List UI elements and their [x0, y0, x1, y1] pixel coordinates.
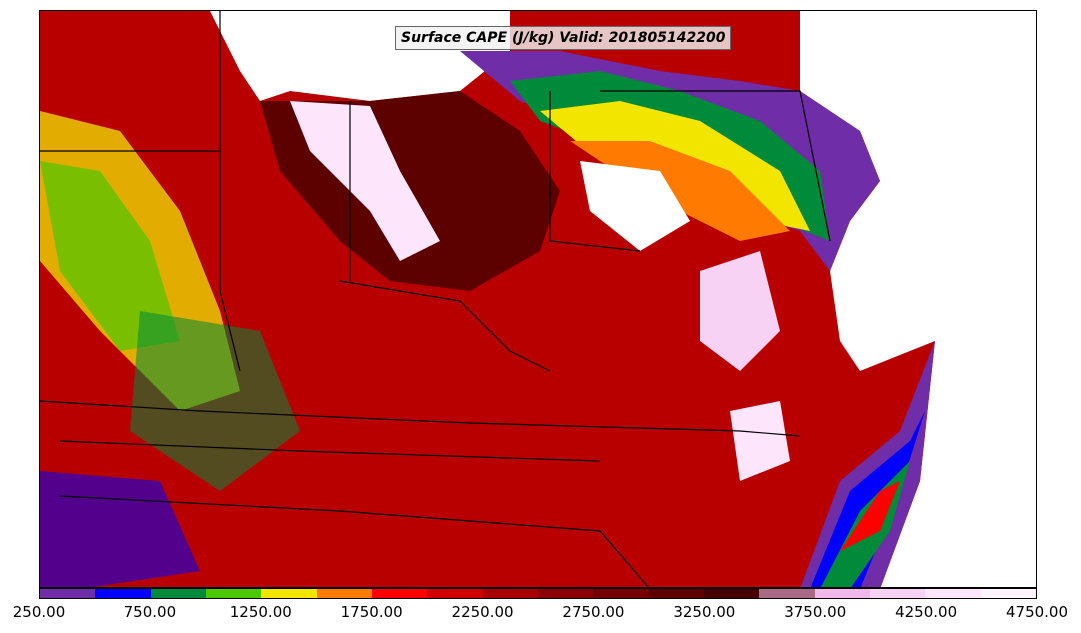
- colorbar-segment: [759, 589, 815, 598]
- colorbar-segment: [316, 589, 372, 598]
- colorbar-segment: [814, 589, 870, 598]
- colorbar-segment: [40, 589, 96, 598]
- colorbar-tick-label: 2250.00: [451, 603, 514, 621]
- colorbar-tick-label: 3750.00: [784, 603, 847, 621]
- colorbar-segment: [371, 589, 428, 598]
- west-green: [40, 161, 180, 351]
- colorbar-tick-label: 1250.00: [229, 603, 292, 621]
- colorbar-segment: [150, 589, 206, 598]
- colorbar-segment: [205, 589, 262, 598]
- map-title: Surface CAPE (J/kg) Valid: 201805142200: [395, 26, 732, 50]
- colorbar-ticks: 250.00 750.00 1250.00 1750.00 2250.00 2750.00…: [0, 599, 1081, 629]
- colorbar-segment: [427, 589, 483, 598]
- colorbar-segment: [261, 589, 317, 598]
- colorbar: [39, 588, 1037, 599]
- ocean-band-purple: [800, 341, 935, 587]
- cape-map: Surface CAPE (J/kg) Valid: 201805142200: [39, 10, 1037, 588]
- cape-field: [40, 11, 1036, 587]
- colorbar-tick-label: 1750.00: [340, 603, 403, 621]
- no-data-pa: [580, 161, 690, 251]
- colorbar-tick-label: 4250.00: [895, 603, 958, 621]
- colorbar-segment: [703, 589, 760, 598]
- colorbar-segment: [593, 589, 649, 598]
- colorbar-segment: [537, 589, 594, 598]
- ocean-band-red: [840, 481, 900, 551]
- colorbar-segment: [869, 589, 926, 598]
- boundary-lines: [40, 11, 831, 587]
- colorbar-segment: [925, 589, 981, 598]
- ocean-band-blue: [810, 411, 925, 587]
- high-cape-va: [700, 251, 780, 371]
- colorbar-tick-label: 750.00: [123, 603, 177, 621]
- colorbar-segment: [95, 589, 151, 598]
- sw-blue: [40, 471, 200, 587]
- ne-orange: [570, 141, 790, 241]
- no-data-east: [800, 11, 1036, 587]
- colorbar-tick-label: 2750.00: [562, 603, 625, 621]
- colorbar-tick-label: 4750.00: [1005, 603, 1069, 621]
- colorbar-tick-label: 250.00: [12, 603, 66, 621]
- colorbar-tick-label: 3250.00: [673, 603, 736, 621]
- colorbar-segment: [648, 589, 704, 598]
- colorbar-segment: [482, 589, 538, 598]
- high-cape-nc: [730, 401, 790, 481]
- high-cape-pink: [290, 101, 440, 261]
- colorbar-segment: [980, 589, 1036, 598]
